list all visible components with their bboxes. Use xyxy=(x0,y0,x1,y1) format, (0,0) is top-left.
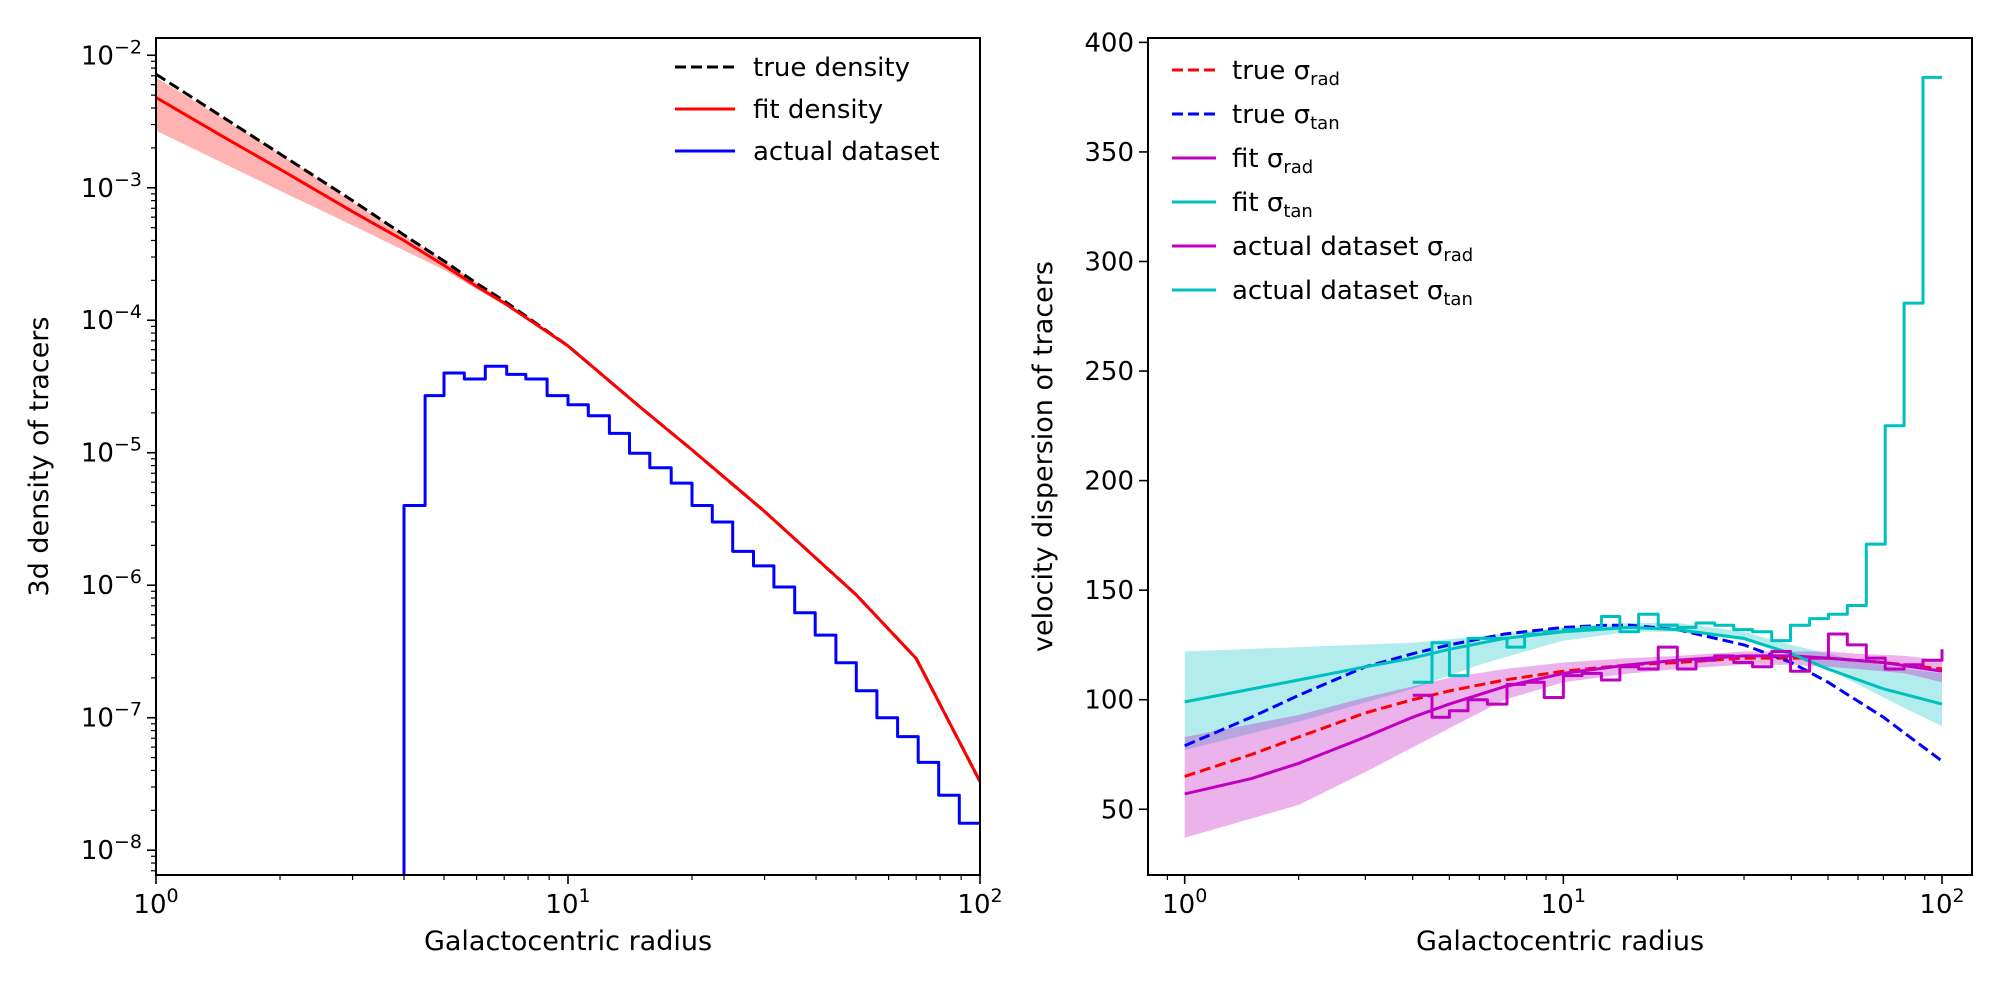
y-tick-label: 50 xyxy=(1101,795,1134,825)
plot-area xyxy=(1184,75,1944,838)
legend-entry: true σtan xyxy=(1232,100,1340,134)
y-tick-label: 10−4 xyxy=(81,301,142,336)
y-tick-label: 400 xyxy=(1084,28,1134,58)
y-tick-label: 250 xyxy=(1084,357,1134,387)
tick-exponent: 2 xyxy=(991,885,1003,907)
y-tick-label: 10−2 xyxy=(81,36,142,71)
legend-subscript: tan xyxy=(1310,113,1340,134)
legend-subscript: tan xyxy=(1443,289,1473,310)
legend-subscript: rad xyxy=(1283,157,1313,178)
tick-base: 10 xyxy=(81,571,114,601)
tick-exponent: −3 xyxy=(114,169,142,191)
y-tick-label: 300 xyxy=(1084,247,1134,277)
x-tick-label: 102 xyxy=(957,885,1002,920)
legend-entry: actual dataset σrad xyxy=(1232,232,1473,266)
y-tick-label: 350 xyxy=(1084,138,1134,168)
legend-label: fit σ xyxy=(1232,144,1283,174)
legend: true density fit density actual dataset xyxy=(675,53,940,167)
legend-entry: fit density xyxy=(753,95,883,125)
tick-base: 10 xyxy=(545,890,578,920)
tick-base: 10 xyxy=(81,306,114,336)
tick-base: 10 xyxy=(1541,890,1574,920)
y-axis-label: velocity dispersion of tracers xyxy=(1028,261,1059,652)
plot-area xyxy=(156,72,980,875)
tick-base: 10 xyxy=(1162,890,1195,920)
tick-exponent: −6 xyxy=(114,566,142,588)
tick-exponent: −2 xyxy=(114,36,142,58)
x-tick-label: 102 xyxy=(1919,885,1964,920)
tick-base: 10 xyxy=(81,439,114,469)
x-axis-label: Galactocentric radius xyxy=(1416,926,1704,957)
tick-exponent: −8 xyxy=(114,831,142,853)
legend-label: true density xyxy=(753,53,910,83)
legend-label: actual dataset σ xyxy=(1232,232,1443,262)
band-0 xyxy=(1184,623,1942,751)
legend-entry: actual dataset σtan xyxy=(1232,276,1473,310)
legend-label: fit σ xyxy=(1232,188,1283,218)
legend-label: fit density xyxy=(753,95,883,125)
y-tick-label: 10−3 xyxy=(81,169,142,204)
legend-subscript: rad xyxy=(1443,245,1473,266)
legend-entry: fit σrad xyxy=(1232,144,1313,178)
x-tick-label: 100 xyxy=(133,885,178,920)
x-tick-label: 101 xyxy=(545,885,590,920)
legend-label: actual dataset xyxy=(753,137,940,167)
legend-entry: true σrad xyxy=(1232,56,1340,90)
tick-exponent: 0 xyxy=(1195,885,1207,907)
x-axis-label: Galactocentric radius xyxy=(424,926,712,957)
y-tick-label: 10−7 xyxy=(81,699,142,734)
tick-base: 10 xyxy=(133,890,166,920)
tick-exponent: −4 xyxy=(114,301,142,323)
y-tick-label: 10−5 xyxy=(81,434,142,469)
legend-entry: true density xyxy=(753,53,910,83)
y-axis-label: 3d density of tracers xyxy=(24,317,55,597)
tick-base: 10 xyxy=(957,890,990,920)
tick-exponent: 1 xyxy=(579,885,591,907)
axes-frame xyxy=(1147,37,1973,876)
density-panel: 100 101 10210−210−310−410−510−610−710−8Gal… xyxy=(24,36,1003,957)
legend-label: actual dataset σ xyxy=(1232,276,1443,306)
series-1 xyxy=(156,96,980,783)
velocity-dispersion-panel: 100 101 10250100150200250300350400Galactoc… xyxy=(1028,28,1973,957)
legend-subscript: tan xyxy=(1283,201,1313,222)
legend-entry: actual dataset xyxy=(753,137,940,167)
series-5 xyxy=(1184,625,1943,706)
y-tick-label: 10−8 xyxy=(81,831,142,866)
legend-label: true σ xyxy=(1232,56,1310,86)
x-tick-label: 100 xyxy=(1162,885,1207,920)
series-7 xyxy=(1412,75,1942,684)
tick-base: 10 xyxy=(81,174,114,204)
tick-base: 10 xyxy=(81,836,114,866)
y-tick-label: 100 xyxy=(1084,686,1134,716)
y-tick-label: 150 xyxy=(1084,576,1134,606)
legend-entry: fit σtan xyxy=(1232,188,1313,222)
tick-exponent: −5 xyxy=(114,434,142,456)
tick-base: 10 xyxy=(1919,890,1952,920)
tick-exponent: 0 xyxy=(167,885,179,907)
band-1 xyxy=(1184,651,1942,838)
series-6 xyxy=(1412,632,1944,719)
y-tick-label: 200 xyxy=(1084,467,1134,497)
y-tick-label: 10−6 xyxy=(81,566,142,601)
x-tick-label: 101 xyxy=(1541,885,1586,920)
legend-subscript: rad xyxy=(1310,69,1340,90)
legend-label: true σ xyxy=(1232,100,1310,130)
tick-exponent: 2 xyxy=(1953,885,1965,907)
tick-exponent: −7 xyxy=(114,699,142,721)
tick-base: 10 xyxy=(81,704,114,734)
tick-exponent: 1 xyxy=(1574,885,1586,907)
series-3 xyxy=(402,364,980,875)
tick-base: 10 xyxy=(81,41,114,71)
